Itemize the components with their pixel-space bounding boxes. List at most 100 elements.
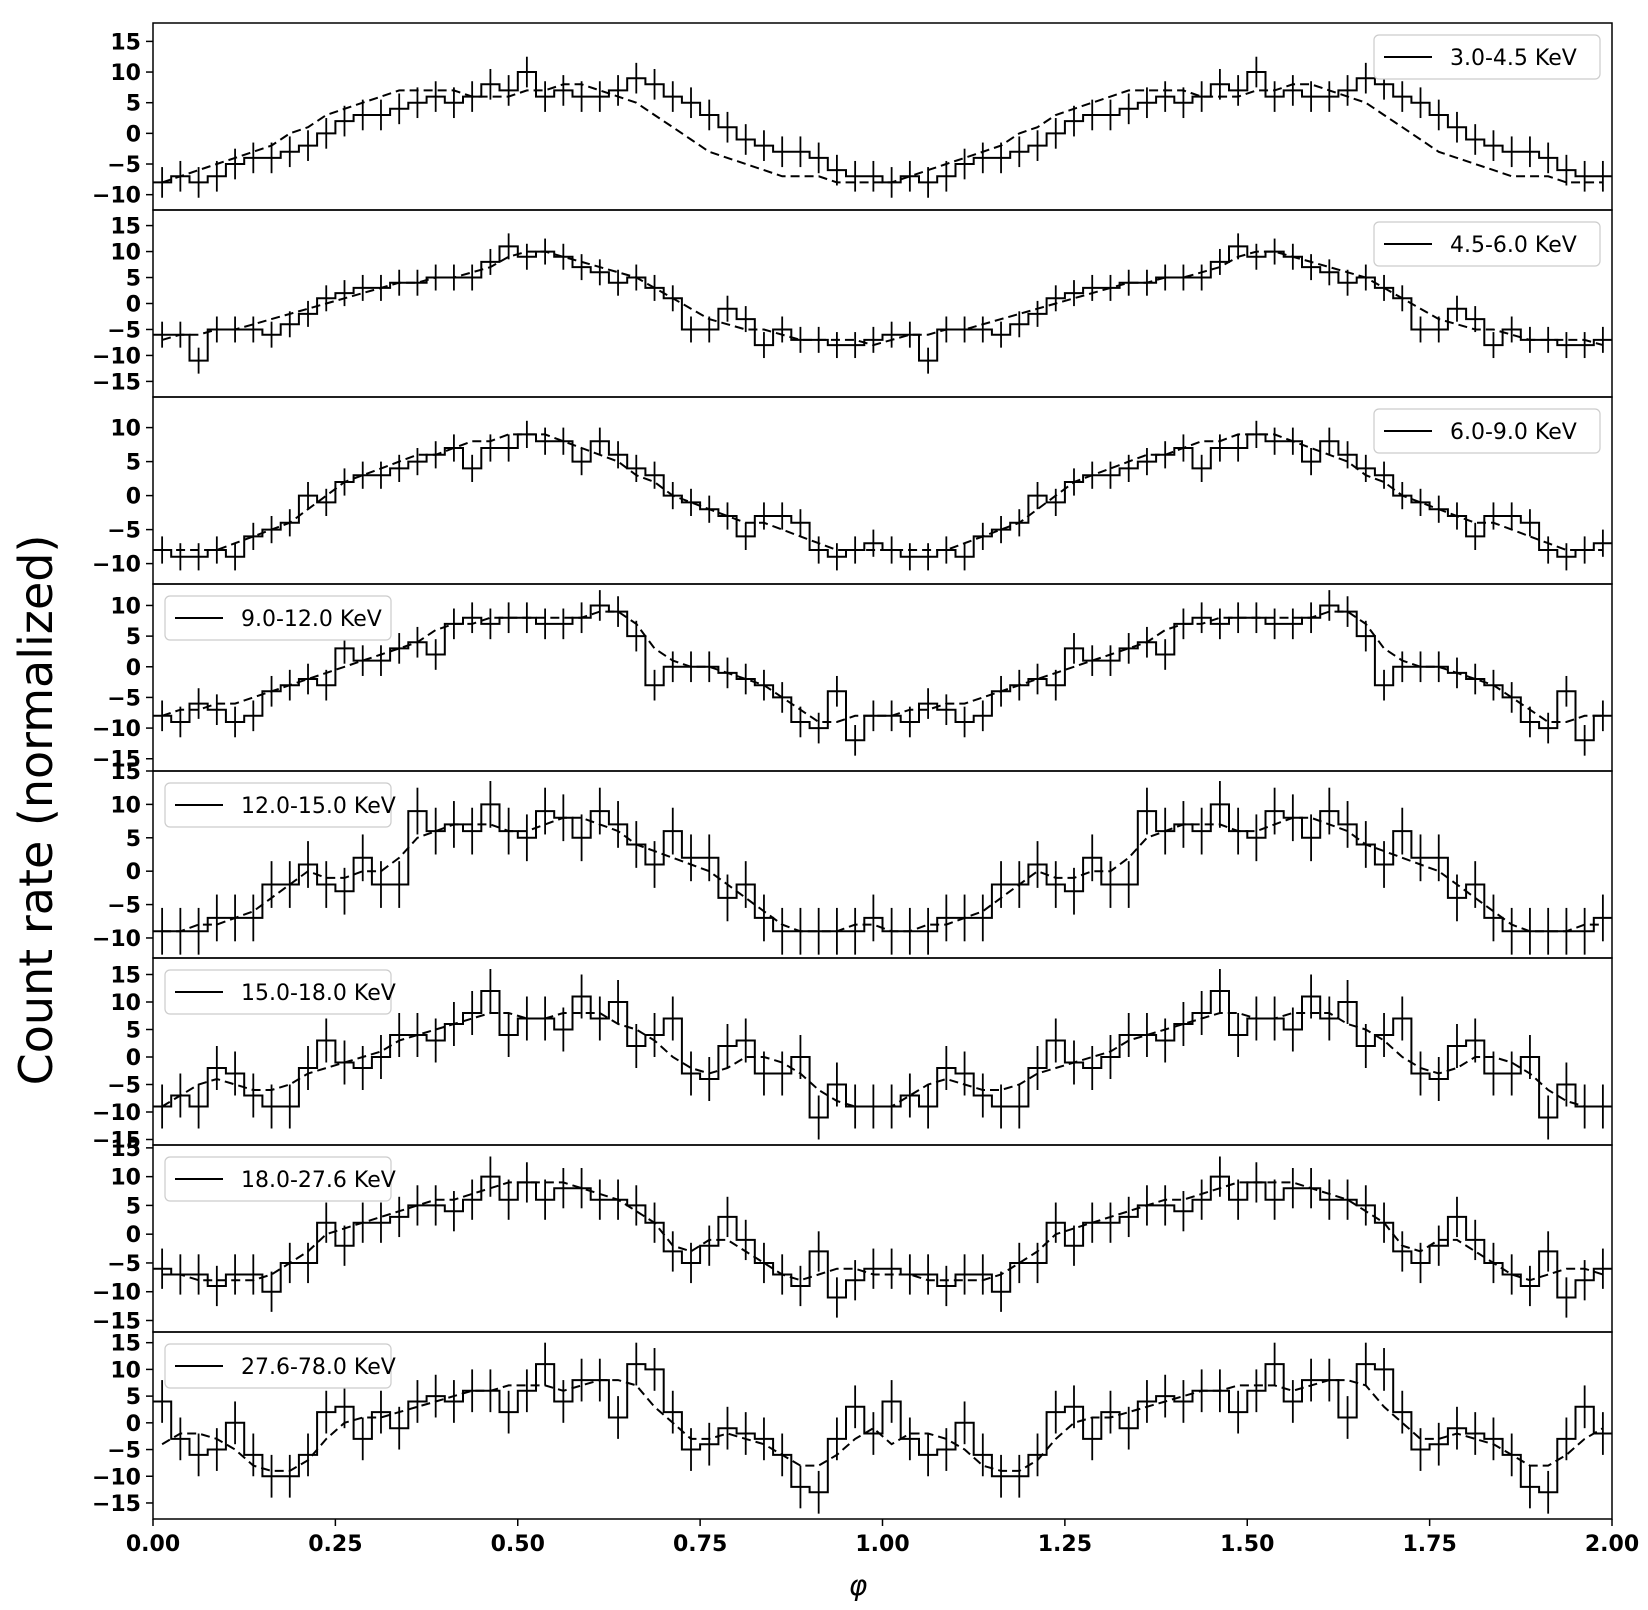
y-tick-label: 5 bbox=[126, 267, 141, 292]
legend-label: 12.0-15.0 KeV bbox=[241, 794, 396, 819]
y-tick-label: 5 bbox=[126, 451, 141, 476]
y-tick-label: 0 bbox=[126, 122, 141, 147]
model-dashed-line bbox=[161, 83, 1603, 184]
legend-box bbox=[1373, 221, 1601, 267]
y-tick-label: −5 bbox=[107, 318, 141, 343]
model-dashed-line bbox=[161, 610, 1603, 723]
data-step-line bbox=[153, 71, 1612, 184]
y-tick-label: −10 bbox=[92, 927, 141, 952]
model-dashed-line bbox=[161, 1012, 1603, 1108]
y-tick-label: −15 bbox=[92, 370, 141, 395]
legend-label: 4.5-6.0 KeV bbox=[1450, 233, 1577, 258]
legend-box bbox=[1373, 408, 1601, 454]
legend: 3.0-4.5 KeV bbox=[1373, 34, 1601, 80]
x-axis-label: φ bbox=[849, 1569, 868, 1602]
y-tick-label: 15 bbox=[110, 760, 141, 785]
y-tick-label: 0 bbox=[126, 1412, 141, 1437]
y-tick-label: −5 bbox=[107, 519, 141, 544]
y-tick-label: −5 bbox=[107, 894, 141, 919]
x-tick-label: 1.00 bbox=[855, 1532, 909, 1557]
y-tick-label: 10 bbox=[110, 417, 141, 442]
y-tick-label: −15 bbox=[92, 1129, 141, 1154]
y-tick-label: −15 bbox=[92, 748, 141, 773]
y-tick-label: 10 bbox=[110, 793, 141, 818]
y-tick-label: 10 bbox=[110, 991, 141, 1016]
y-tick-label: 5 bbox=[126, 1385, 141, 1410]
y-tick-label: −10 bbox=[92, 553, 141, 578]
y-tick-label: 5 bbox=[126, 1019, 141, 1044]
y-tick-label: 15 bbox=[110, 1137, 141, 1162]
model-dashed-line bbox=[161, 250, 1604, 347]
legend-box bbox=[164, 1156, 392, 1202]
x-tick-label: 1.25 bbox=[1038, 1532, 1092, 1557]
legend: 15.0-18.0 KeV bbox=[164, 969, 396, 1015]
model-dashed-line bbox=[162, 816, 1603, 933]
y-tick-label: −15 bbox=[92, 1309, 141, 1334]
y-tick-label: 10 bbox=[110, 1358, 141, 1383]
y-tick-label: −5 bbox=[107, 686, 141, 711]
panel-1: −10 −5 0 5 10 15 3.0-4.5 KeV bbox=[92, 22, 1613, 211]
y-tick-label: 0 bbox=[126, 1223, 141, 1248]
x-tick-label: 2.00 bbox=[1585, 1532, 1639, 1557]
y-tick-label: 15 bbox=[110, 30, 141, 55]
y-tick-label: 0 bbox=[126, 293, 141, 318]
data-step-line bbox=[153, 1175, 1612, 1299]
y-tick-label: 5 bbox=[126, 827, 141, 852]
legend: 18.0-27.6 KeV bbox=[164, 1156, 396, 1202]
y-tick-label: −10 bbox=[92, 184, 141, 209]
model-dashed-line bbox=[162, 1181, 1604, 1282]
panel-7: −15 −10 −5 0 5 10 15 18.0-27.6 KeV bbox=[92, 1137, 1613, 1334]
y-tick-label: −15 bbox=[92, 1492, 141, 1517]
legend-box bbox=[1373, 34, 1601, 80]
y-tick-label: 0 bbox=[126, 485, 141, 510]
legend: 27.6-78.0 KeV bbox=[164, 1343, 396, 1389]
y-tick-label: 10 bbox=[110, 594, 141, 619]
x-tick-label: 1.75 bbox=[1402, 1532, 1456, 1557]
legend-label: 18.0-27.6 KeV bbox=[241, 1168, 396, 1193]
x-tick-label: 0.50 bbox=[491, 1532, 545, 1557]
data-step-line bbox=[153, 803, 1612, 933]
legend-label: 9.0-12.0 KeV bbox=[241, 607, 382, 632]
legend-box bbox=[164, 595, 392, 641]
panel-4: −15 −10 −5 0 5 10 9.0-12.0 KeV bbox=[92, 583, 1613, 773]
model-dashed-line bbox=[162, 433, 1603, 551]
x-tick-label: 0.75 bbox=[673, 1532, 727, 1557]
legend-label: 15.0-18.0 KeV bbox=[241, 981, 396, 1006]
y-tick-label: −10 bbox=[92, 1101, 141, 1126]
y-tick-label: 0 bbox=[126, 1046, 141, 1071]
y-tick-label: −5 bbox=[107, 1439, 141, 1464]
y-tick-label: −10 bbox=[92, 1465, 141, 1490]
y-tick-label: −5 bbox=[107, 1074, 141, 1099]
y-tick-label: 0 bbox=[126, 860, 141, 885]
data-step-line bbox=[153, 433, 1612, 558]
y-tick-label: 10 bbox=[110, 1166, 141, 1191]
x-tick-label: 0.00 bbox=[126, 1532, 180, 1557]
x-tick-label: 1.50 bbox=[1220, 1532, 1274, 1557]
legend: 6.0-9.0 KeV bbox=[1373, 408, 1601, 454]
legend: 4.5-6.0 KeV bbox=[1373, 221, 1601, 267]
y-tick-label: 15 bbox=[110, 964, 141, 989]
x-axis: 0.00 0.25 0.50 0.75 1.00 1.25 1.50 1.75 2.00 bbox=[126, 1519, 1639, 1557]
legend-label: 27.6-78.0 KeV bbox=[241, 1355, 396, 1380]
y-tick-label: −5 bbox=[107, 153, 141, 178]
legend: 9.0-12.0 KeV bbox=[164, 595, 392, 641]
panel-3: −10 −5 0 5 10 6.0-9.0 KeV bbox=[92, 396, 1613, 585]
y-tick-label: 5 bbox=[126, 625, 141, 650]
y-tick-label: 0 bbox=[126, 656, 141, 681]
data-step-line bbox=[153, 990, 1612, 1119]
legend-label: 6.0-9.0 KeV bbox=[1450, 420, 1577, 445]
y-tick-label: −10 bbox=[92, 717, 141, 742]
x-tick-label: 0.25 bbox=[308, 1532, 362, 1557]
panel-5: −10 −5 0 5 10 15 12.0-15.0 KeV bbox=[92, 760, 1613, 959]
legend-box bbox=[164, 782, 392, 828]
y-tick-label: 15 bbox=[110, 215, 141, 240]
y-tick-label: 5 bbox=[126, 92, 141, 117]
legend-box bbox=[164, 969, 392, 1015]
y-tick-label: 10 bbox=[110, 241, 141, 266]
y-tick-label: −10 bbox=[92, 344, 141, 369]
legend: 12.0-15.0 KeV bbox=[164, 782, 396, 828]
